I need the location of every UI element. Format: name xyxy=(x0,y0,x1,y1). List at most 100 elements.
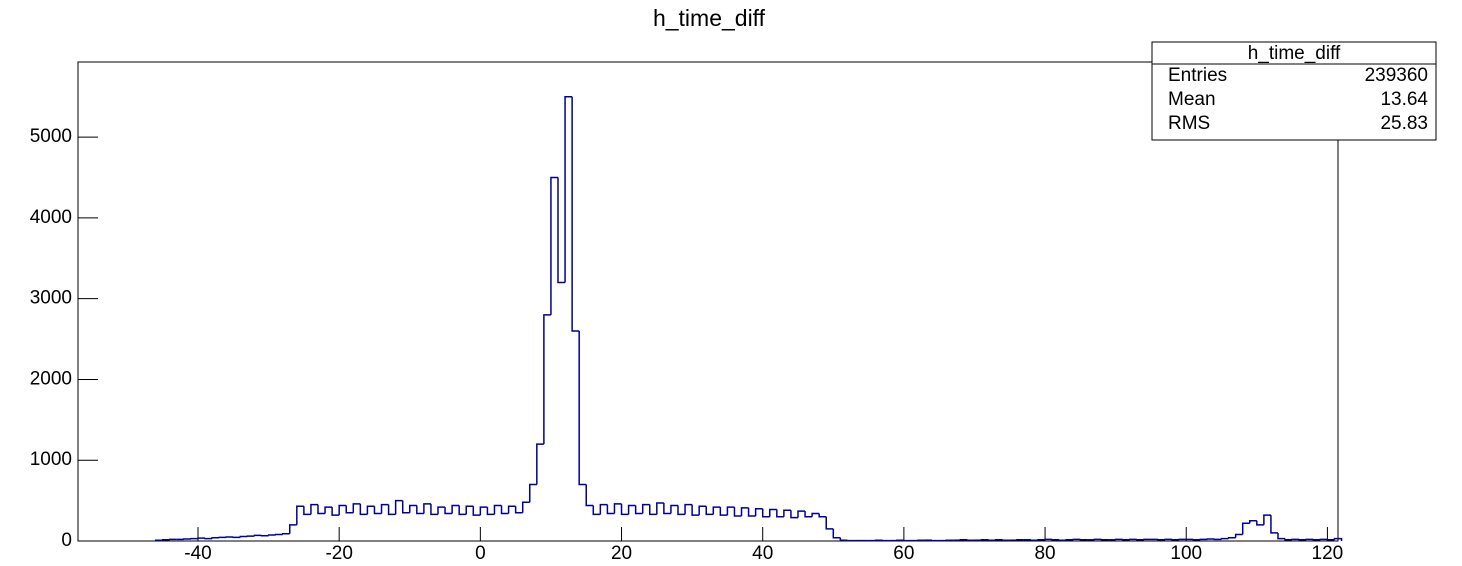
histogram-bin xyxy=(1220,537,1229,540)
histogram-bin xyxy=(790,510,798,519)
histogram-bin xyxy=(338,504,347,516)
histogram-bin xyxy=(627,504,636,515)
histogram-bin xyxy=(500,505,509,515)
histogram-bin xyxy=(620,503,629,516)
histogram-bin xyxy=(705,506,714,516)
histogram-bin xyxy=(747,507,756,517)
histogram-bin xyxy=(310,503,318,515)
histogram-bin xyxy=(698,505,707,516)
histogram-bin xyxy=(239,535,248,538)
histogram-bin xyxy=(649,504,657,516)
histogram-bin xyxy=(514,506,523,514)
histogram-bin xyxy=(1234,533,1243,538)
x-tick-label: 80 xyxy=(1034,543,1055,564)
histogram-bin xyxy=(416,505,424,515)
x-tick-label: 120 xyxy=(1312,543,1344,564)
histogram-bin xyxy=(331,507,340,516)
stats-value: 25.83 xyxy=(1380,113,1428,134)
histogram-bin xyxy=(825,516,834,530)
histogram-bin xyxy=(543,314,551,445)
histogram-bin xyxy=(613,503,622,514)
histogram-bin xyxy=(521,501,530,513)
histogram-bin xyxy=(387,504,396,516)
histogram-bin xyxy=(317,504,326,515)
histogram-bin xyxy=(663,503,671,515)
histogram-bin xyxy=(564,95,573,283)
x-tick-label: 20 xyxy=(611,543,632,564)
histogram-bin xyxy=(634,505,643,515)
stats-box xyxy=(1151,41,1437,141)
histogram-bin xyxy=(345,505,354,514)
histogram-bin xyxy=(267,534,276,536)
histogram-bin xyxy=(444,507,453,515)
chart-title: h_time_diff xyxy=(653,5,766,31)
y-tick-label: 5000 xyxy=(30,126,72,147)
histogram-bin xyxy=(761,508,770,518)
x-tick-label: 60 xyxy=(893,543,914,564)
histogram-bin xyxy=(839,537,848,541)
histogram-bin xyxy=(1227,537,1236,539)
histogram-bin xyxy=(529,483,537,503)
stats-label: Entries xyxy=(1168,65,1227,86)
histogram-bin xyxy=(401,500,410,514)
x-tick-label: 40 xyxy=(752,543,773,564)
histogram-bin xyxy=(486,507,495,516)
x-tick-label: -40 xyxy=(184,543,211,564)
histogram-bin xyxy=(740,507,749,516)
histogram-bin xyxy=(430,503,438,516)
histogram-bin xyxy=(324,506,333,514)
stats-value: 13.64 xyxy=(1380,89,1428,110)
histogram-bin xyxy=(507,505,516,514)
histogram-bin xyxy=(677,505,686,516)
histogram-bin xyxy=(1284,538,1293,541)
histogram-bin xyxy=(818,513,827,518)
histogram-bin xyxy=(437,506,446,515)
histogram-bin xyxy=(1256,520,1264,526)
histogram-bin xyxy=(451,504,460,514)
histogram-bin xyxy=(585,484,594,507)
histogram-bin xyxy=(409,504,417,513)
histogram-bin xyxy=(472,506,481,516)
histogram-bin xyxy=(733,507,742,517)
histogram-bin xyxy=(154,539,163,541)
histogram-bin xyxy=(1333,537,1343,541)
histogram-bin xyxy=(719,507,728,516)
y-tick-label: 2000 xyxy=(30,368,72,389)
histogram-bin xyxy=(1277,532,1286,540)
histogram-bin xyxy=(606,504,615,515)
stats-box-title: h_time_diff xyxy=(1248,43,1341,64)
plot-frame xyxy=(77,61,1339,542)
histogram-bin xyxy=(380,503,389,514)
histogram-bin xyxy=(641,503,650,514)
histogram-bin xyxy=(550,176,558,315)
histogram-bin xyxy=(592,505,601,516)
stats-label: RMS xyxy=(1168,113,1210,134)
histogram-bin xyxy=(797,510,806,518)
histogram-bin xyxy=(571,96,580,332)
histogram-bin xyxy=(1263,514,1271,525)
histogram-bin xyxy=(423,503,431,514)
y-tick-label: 4000 xyxy=(30,207,72,228)
histogram-bin xyxy=(303,506,311,516)
histogram-bin xyxy=(1270,515,1278,534)
x-tick-label: 0 xyxy=(475,543,486,564)
histogram-bin xyxy=(656,502,664,515)
histogram-bin xyxy=(352,503,361,513)
x-tick-label: -20 xyxy=(325,543,352,564)
histogram-bin xyxy=(557,177,566,284)
histogram-bin xyxy=(394,499,403,515)
histogram-bin xyxy=(211,537,220,539)
x-tick-label: 100 xyxy=(1170,543,1202,564)
stats-label: Mean xyxy=(1168,89,1216,110)
histogram-bin xyxy=(670,504,678,514)
histogram-bin xyxy=(281,532,290,535)
histogram-bin xyxy=(1241,522,1250,535)
histogram-bin xyxy=(366,505,375,515)
histogram-bin xyxy=(373,506,382,515)
histogram-bin xyxy=(684,503,693,515)
y-tick-label: 0 xyxy=(61,530,72,551)
histogram-bin xyxy=(783,509,791,517)
histogram-bin xyxy=(776,509,784,518)
